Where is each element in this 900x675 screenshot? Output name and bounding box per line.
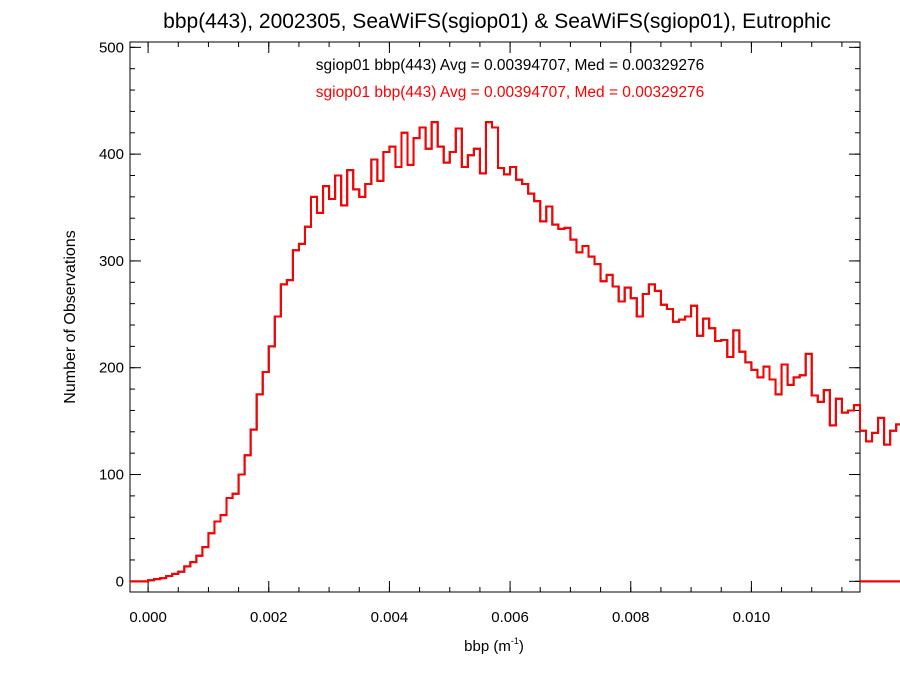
histogram-series-red	[130, 121, 900, 583]
annotation-black: sgiop01 bbp(443) Avg = 0.00394707, Med =…	[316, 57, 704, 74]
x-axis-label: bbp (m-1)	[464, 636, 524, 655]
x-tick-label: 0.006	[491, 609, 529, 626]
x-axis-label-main: bbp (m	[464, 638, 511, 655]
y-tick-label: 0	[116, 573, 124, 590]
y-tick-label: 200	[99, 360, 124, 377]
x-tick-label: 0.000	[129, 609, 167, 626]
x-tick-labels: 0.000 0.002 0.004 0.006 0.008 0.010	[129, 609, 770, 626]
x-axis-label-superscript: -1	[511, 636, 519, 646]
y-tick-label: 500	[99, 39, 124, 56]
x-axis-label-tail: )	[519, 638, 524, 655]
histogram-series-black	[130, 121, 900, 583]
x-tick-label: 0.002	[250, 609, 288, 626]
x-tick-label: 0.008	[612, 609, 650, 626]
x-tick-label: 0.010	[733, 609, 771, 626]
annotation-red: sgiop01 bbp(443) Avg = 0.00394707, Med =…	[316, 84, 704, 101]
chart-title: bbp(443), 2002305, SeaWiFS(sgiop01) & Se…	[163, 10, 831, 33]
x-tick-label: 0.004	[371, 609, 409, 626]
axis-ticks	[130, 42, 860, 592]
y-tick-labels: 0 100 200 300 400 500	[99, 39, 124, 590]
series-group	[130, 121, 900, 583]
y-tick-label: 400	[99, 146, 124, 163]
plot-frame	[129, 41, 861, 593]
y-axis-label: Number of Observations	[62, 230, 79, 403]
y-tick-label: 300	[99, 253, 124, 270]
y-tick-label: 100	[99, 467, 124, 484]
